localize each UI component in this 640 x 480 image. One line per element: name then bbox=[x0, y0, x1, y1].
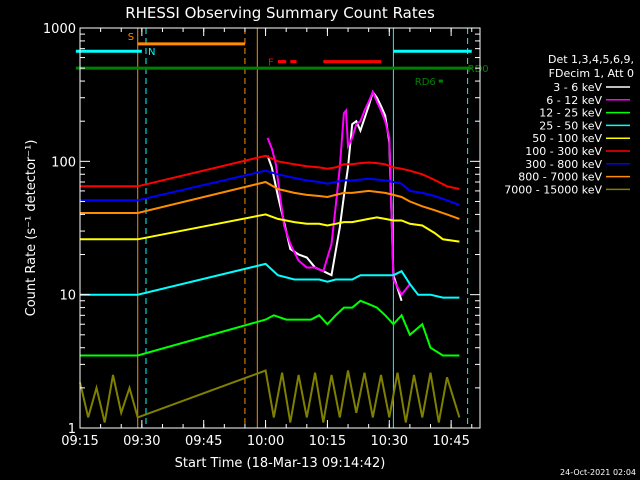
x-tick-label: 10:00 bbox=[247, 434, 284, 449]
legend-label: 6 - 12 keV bbox=[546, 94, 602, 107]
flag-label: N bbox=[148, 47, 155, 58]
x-tick-label: 10:30 bbox=[371, 434, 408, 449]
y-tick-label: 1000 bbox=[43, 22, 76, 37]
x-tick-label: 09:15 bbox=[61, 434, 98, 449]
flag-label: F bbox=[268, 58, 274, 69]
legend-header: FDecim 1, Att 0 bbox=[549, 67, 634, 80]
flag-label: RD0 bbox=[468, 64, 489, 75]
legend-label: 300 - 800 keV bbox=[525, 158, 602, 171]
axes: 09:15 09:30 09:45 10:00 10:15 10:30 10:45 1 10 10… bbox=[43, 22, 480, 449]
legend-label: 50 - 100 keV bbox=[532, 132, 602, 145]
x-tick-label: 10:15 bbox=[309, 434, 346, 449]
series-line bbox=[80, 213, 460, 243]
y-axis-label: Count Rate (s⁻¹ detector⁻¹) bbox=[24, 140, 39, 317]
flag-label: RD6 bbox=[415, 77, 436, 88]
legend-label: 25 - 50 keV bbox=[539, 119, 602, 132]
legend-label: 800 - 7000 keV bbox=[518, 171, 602, 184]
plot-area: S N F RD0 RD6 bbox=[75, 28, 489, 428]
chart-title: RHESSI Observing Summary Count Rates bbox=[125, 4, 435, 22]
legend-label: 7000 - 15000 keV bbox=[504, 183, 602, 196]
legend-label: 100 - 300 keV bbox=[525, 145, 602, 158]
legend: Det 1,3,4,5,6,9,FDecim 1, Att 03 - 6 keV… bbox=[504, 53, 634, 196]
x-tick-label: 09:30 bbox=[123, 434, 160, 449]
series-line bbox=[80, 154, 460, 190]
series-line bbox=[266, 89, 411, 297]
flag-label: S bbox=[128, 32, 134, 43]
x-tick-label: 10:45 bbox=[432, 434, 469, 449]
plot-frame bbox=[79, 27, 481, 429]
series-line bbox=[80, 180, 460, 220]
series-line bbox=[80, 299, 460, 357]
legend-label: 12 - 25 keV bbox=[539, 107, 602, 120]
x-axis-label: Start Time (18-Mar-13 09:14:42) bbox=[175, 456, 386, 471]
series-line bbox=[266, 90, 403, 302]
series-line bbox=[80, 262, 460, 299]
y-tick-label: 100 bbox=[51, 155, 76, 170]
series-line bbox=[80, 169, 460, 207]
y-tick-label: 1 bbox=[68, 422, 76, 437]
legend-header: Det 1,3,4,5,6,9, bbox=[548, 53, 634, 66]
footer-date: 24-Oct-2021 02:04 bbox=[560, 468, 636, 477]
x-tick-label: 09:45 bbox=[185, 434, 222, 449]
series-line bbox=[79, 369, 461, 423]
legend-label: 3 - 6 keV bbox=[553, 81, 602, 94]
y-tick-label: 10 bbox=[59, 289, 76, 304]
